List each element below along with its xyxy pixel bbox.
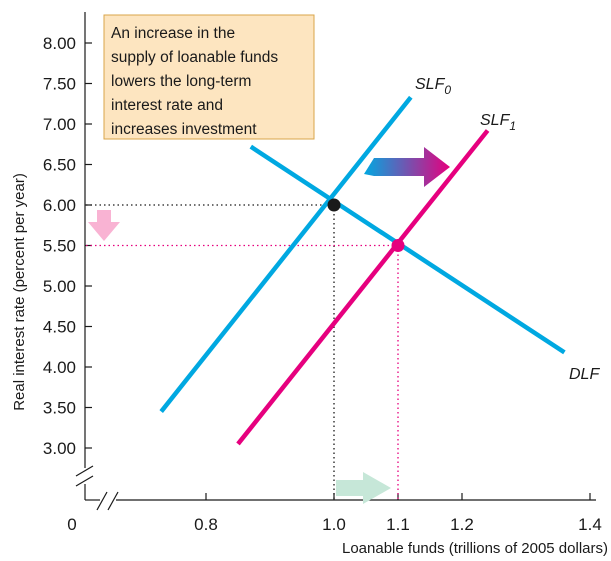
y-axis-ticks: 3.00 3.50 4.00 4.50 5.00 5.50 6.00 6.50 7.00 7.50… <box>43 34 92 458</box>
x-tick-label-3: 1.2 <box>450 515 474 534</box>
annotation-line-1: An increase in the <box>111 25 235 42</box>
x-axis-ticks: 0.8 1.0 1.1 1.2 1.4 <box>194 493 602 534</box>
equilibrium-points <box>327 198 405 252</box>
y-axis-title: Real interest rate (percent per year) <box>11 173 28 411</box>
y-tick-label-5: 5.50 <box>43 237 76 256</box>
investment-increase-arrow <box>336 472 391 504</box>
y-tick-label-10: 8.00 <box>43 34 76 53</box>
dlf-label: DLF <box>569 366 600 383</box>
y-tick-label-6: 6.00 <box>43 196 76 215</box>
y-tick-label-9: 7.50 <box>43 75 76 94</box>
interest-rate-fall-arrow <box>88 210 120 241</box>
annotation-line-3: lowers the long-term <box>111 73 251 90</box>
annotation-line-4: interest rate and <box>111 97 223 114</box>
curve-slf1 <box>236 129 490 446</box>
annotation-box: An increase in the supply of loanable fu… <box>103 14 315 140</box>
origin-label: 0 <box>67 515 76 534</box>
annotation-line-5: increases investment <box>111 121 257 138</box>
supply-shift-arrow <box>364 147 450 187</box>
y-tick-label-7: 6.50 <box>43 156 76 175</box>
curves <box>159 95 566 446</box>
y-tick-label-4: 5.00 <box>43 277 76 296</box>
y-tick-label-1: 3.50 <box>43 399 76 418</box>
x-tick-label-0: 0.8 <box>194 515 218 534</box>
equilibrium-point-1 <box>391 239 405 252</box>
y-tick-label-8: 7.00 <box>43 115 76 134</box>
x-axis-break <box>96 491 119 511</box>
annotation-line-2: supply of loanable funds <box>111 49 278 66</box>
y-tick-label-2: 4.00 <box>43 358 76 377</box>
x-axis-title: Loanable funds (trillions of 2005 dollar… <box>342 540 608 557</box>
curve-dlf <box>249 144 566 355</box>
annotation-background <box>103 14 315 140</box>
y-tick-label-3: 4.50 <box>43 318 76 337</box>
curve-slf0 <box>159 95 413 413</box>
slf0-label: SLF0 <box>415 76 451 97</box>
x-tick-label-4: 1.4 <box>578 515 602 534</box>
y-tick-label-0: 3.00 <box>43 439 76 458</box>
x-tick-label-1: 1.0 <box>322 515 346 534</box>
axes: 0 3.00 3.50 4.00 4.50 5.00 5.50 6.00 6.50 7.00 7.… <box>43 12 602 534</box>
equilibrium-point-0 <box>327 198 341 212</box>
slf1-label: SLF1 <box>480 112 516 133</box>
y-axis-break <box>75 465 94 487</box>
x-tick-label-2: 1.1 <box>386 515 410 534</box>
equilibrium-guides <box>86 204 399 500</box>
